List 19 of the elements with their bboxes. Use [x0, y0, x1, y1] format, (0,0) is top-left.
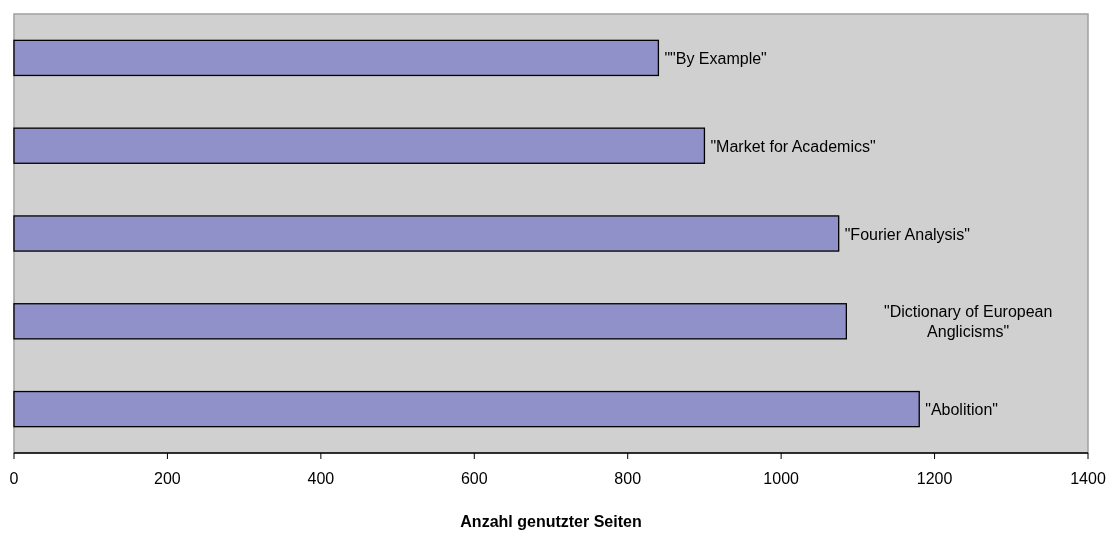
x-tick-label: 1000: [763, 470, 800, 487]
bar: [13, 127, 706, 164]
y-tick-label: ""By Example": [664, 49, 767, 67]
y-tick-label: "Market for Academics": [710, 137, 876, 155]
x-tick-label: 0: [9, 470, 19, 487]
bar: [13, 303, 847, 340]
y-tick-label: "Fourier Analysis": [844, 225, 970, 242]
x-tick-label: 1200: [916, 470, 953, 487]
x-tick-label: 1400: [1070, 470, 1106, 487]
bar: [13, 215, 840, 252]
y-tick-label: "Abolition": [925, 400, 998, 418]
x-tick-label: 400: [307, 470, 335, 487]
x-axis-title: Anzahl genutzter Seiten: [460, 513, 642, 530]
y-tick-label: "Dictionary of European Anglicisms": [883, 302, 1053, 340]
bar: [13, 390, 920, 428]
x-tick-label: 200: [154, 470, 181, 487]
x-tick-label: 800: [614, 470, 642, 487]
x-tick-label: 600: [460, 470, 488, 487]
bar: [13, 39, 660, 77]
